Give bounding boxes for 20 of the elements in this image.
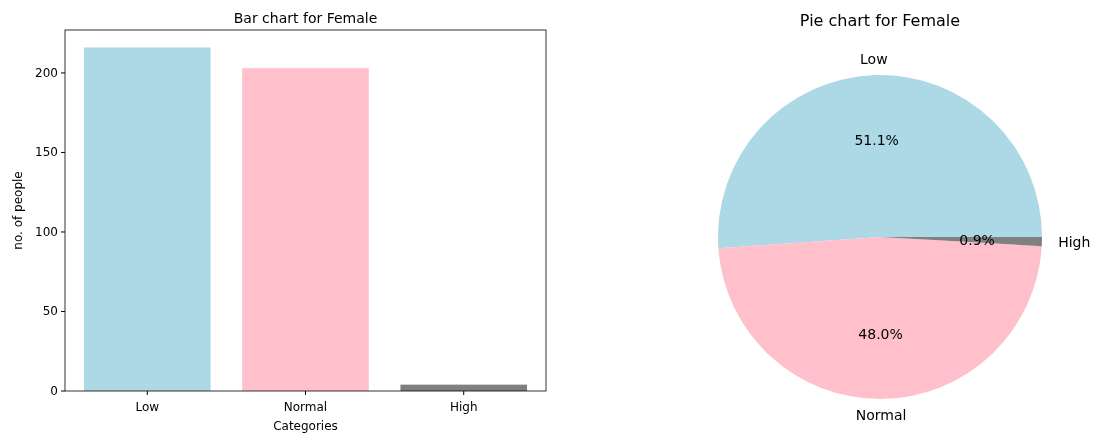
chart-title: Bar chart for Female [233,10,378,26]
pie-slice [718,237,1042,399]
chart-title: Pie chart for Female [799,11,961,30]
x-axis-title: Categories [273,419,338,433]
bar [242,68,369,391]
slice-label: High [1058,234,1091,251]
y-tick-label: 150 [35,145,58,160]
y-tick-label: 100 [35,224,58,239]
y-tick-label: 200 [35,65,58,80]
data-label: 48.0% [858,326,903,343]
data-label: 51.1% [854,131,899,148]
y-tick-label: 50 [42,304,58,319]
y-tick-label: 0 [50,384,58,398]
x-tick-label: High [449,400,478,414]
pie-slice [718,75,1042,249]
x-tick-label: Low [135,400,160,414]
slice-label: Low [860,50,888,67]
x-tick-label: Normal [283,400,328,414]
bar [83,47,211,391]
y-axis-title: no. of people [11,171,25,250]
